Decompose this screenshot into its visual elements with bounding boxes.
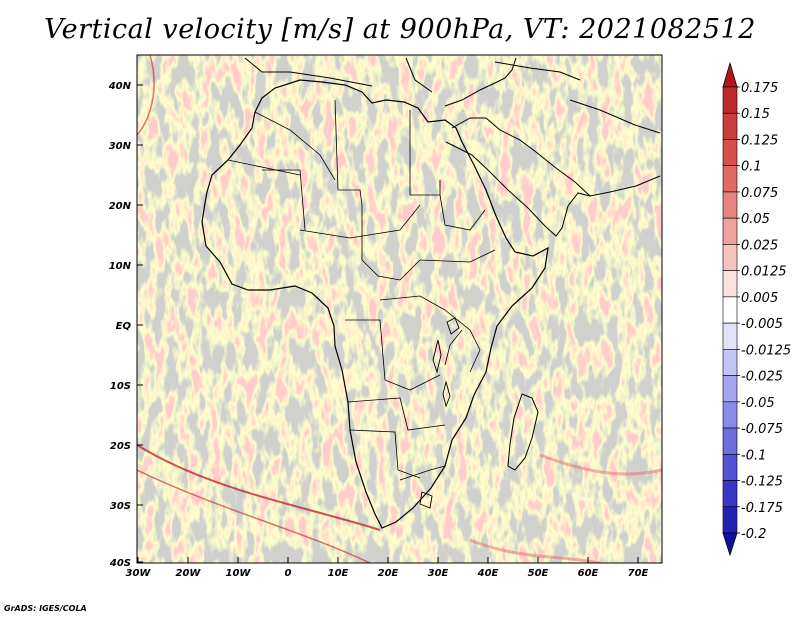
colorbar-label: 0.0125 xyxy=(741,265,787,280)
map-title: Vertical velocity [m/s] at 900hPa, VT: 2… xyxy=(44,14,756,45)
colorbar-label: 0.075 xyxy=(741,186,778,201)
lat-tick-label: 20S xyxy=(110,441,131,452)
colorbar-swatch xyxy=(722,349,738,376)
colorbar-label: -0.125 xyxy=(741,475,783,490)
lat-tick-label: 30N xyxy=(109,141,132,152)
colorbar-swatch xyxy=(722,112,738,140)
colorbar-swatch xyxy=(722,86,738,114)
longitude-axis: 30W 20W 10W 0 10E 20E 30E 40E 50E 60E 70E xyxy=(126,557,649,579)
lon-tick-label: 40E xyxy=(477,568,499,579)
lon-tick-label: 60E xyxy=(578,568,599,579)
country-borders xyxy=(227,99,496,481)
colorbar-swatch xyxy=(722,296,738,324)
colorbar-swatch xyxy=(722,165,738,193)
colorbar-top-arrow xyxy=(722,61,738,88)
velocity-field xyxy=(137,55,662,563)
colorbar-label: 0.005 xyxy=(741,291,778,306)
colorbar-label: -0.0125 xyxy=(741,343,791,358)
colorbar-swatch xyxy=(722,139,738,167)
lat-tick-label: 40S xyxy=(109,558,131,569)
lakes xyxy=(419,317,460,509)
colorbar-swatch xyxy=(722,480,738,508)
colorbar-swatch xyxy=(722,322,738,350)
colorbar-swatch xyxy=(722,427,738,455)
colorbar-label: 0.175 xyxy=(741,81,778,96)
coastlines xyxy=(201,57,661,529)
lon-tick-label: 20W xyxy=(176,568,202,579)
lon-tick-label: 10W xyxy=(226,568,252,579)
lon-tick-label: 70E xyxy=(628,568,649,579)
lat-tick-label: 30S xyxy=(110,501,131,512)
colorbar-label: -0.2 xyxy=(741,527,766,542)
colorbar-swatch xyxy=(722,191,738,219)
lon-tick-label: 30E xyxy=(428,568,449,579)
colorbar-swatch xyxy=(722,217,738,245)
colorbar-label: 0.125 xyxy=(741,133,778,148)
colorbar-swatch xyxy=(722,270,738,298)
lon-tick-label: 20E xyxy=(378,568,399,579)
colorbar-swatch xyxy=(722,401,738,429)
colorbar-swatch xyxy=(722,453,738,481)
lon-tick-label: 50E xyxy=(528,568,549,579)
colorbar-swatch xyxy=(722,506,738,534)
colorbar-swatch xyxy=(722,244,738,271)
colorbar-label: 0.05 xyxy=(741,212,770,227)
colorbar: 0.175 0.15 0.125 0.1 0.075 0.05 0.025 0.0125 0.0… xyxy=(722,61,791,557)
lon-tick-label: 30W xyxy=(126,568,152,579)
colorbar-label: 0.15 xyxy=(741,107,770,122)
colorbar-bottom-arrow xyxy=(722,532,738,557)
colorbar-swatch xyxy=(722,375,738,403)
colorbar-label: -0.1 xyxy=(741,448,766,463)
lat-tick-label: EQ xyxy=(116,321,132,332)
colorbar-label: -0.075 xyxy=(741,422,783,437)
colorbar-label: -0.005 xyxy=(741,317,783,332)
lon-tick-label: 0 xyxy=(285,568,292,579)
colorbar-label: 0.025 xyxy=(741,238,778,253)
lat-tick-label: 40N xyxy=(108,81,132,92)
colorbar-label: 0.1 xyxy=(741,160,762,175)
latitude-axis: 40N 30N 20N 10N EQ 10S 20S 30S 40S xyxy=(108,81,143,569)
colorbar-label: -0.05 xyxy=(741,396,775,411)
lat-tick-label: 10N xyxy=(109,261,132,272)
lon-tick-label: 10E xyxy=(328,568,349,579)
map-frame xyxy=(136,54,663,564)
footer-credit: GrADS: IGES/COLA xyxy=(4,604,87,613)
colorbar-label: -0.175 xyxy=(741,501,783,516)
lat-tick-label: 10S xyxy=(110,381,131,392)
lat-tick-label: 20N xyxy=(109,201,132,212)
colorbar-label: -0.025 xyxy=(741,370,783,385)
